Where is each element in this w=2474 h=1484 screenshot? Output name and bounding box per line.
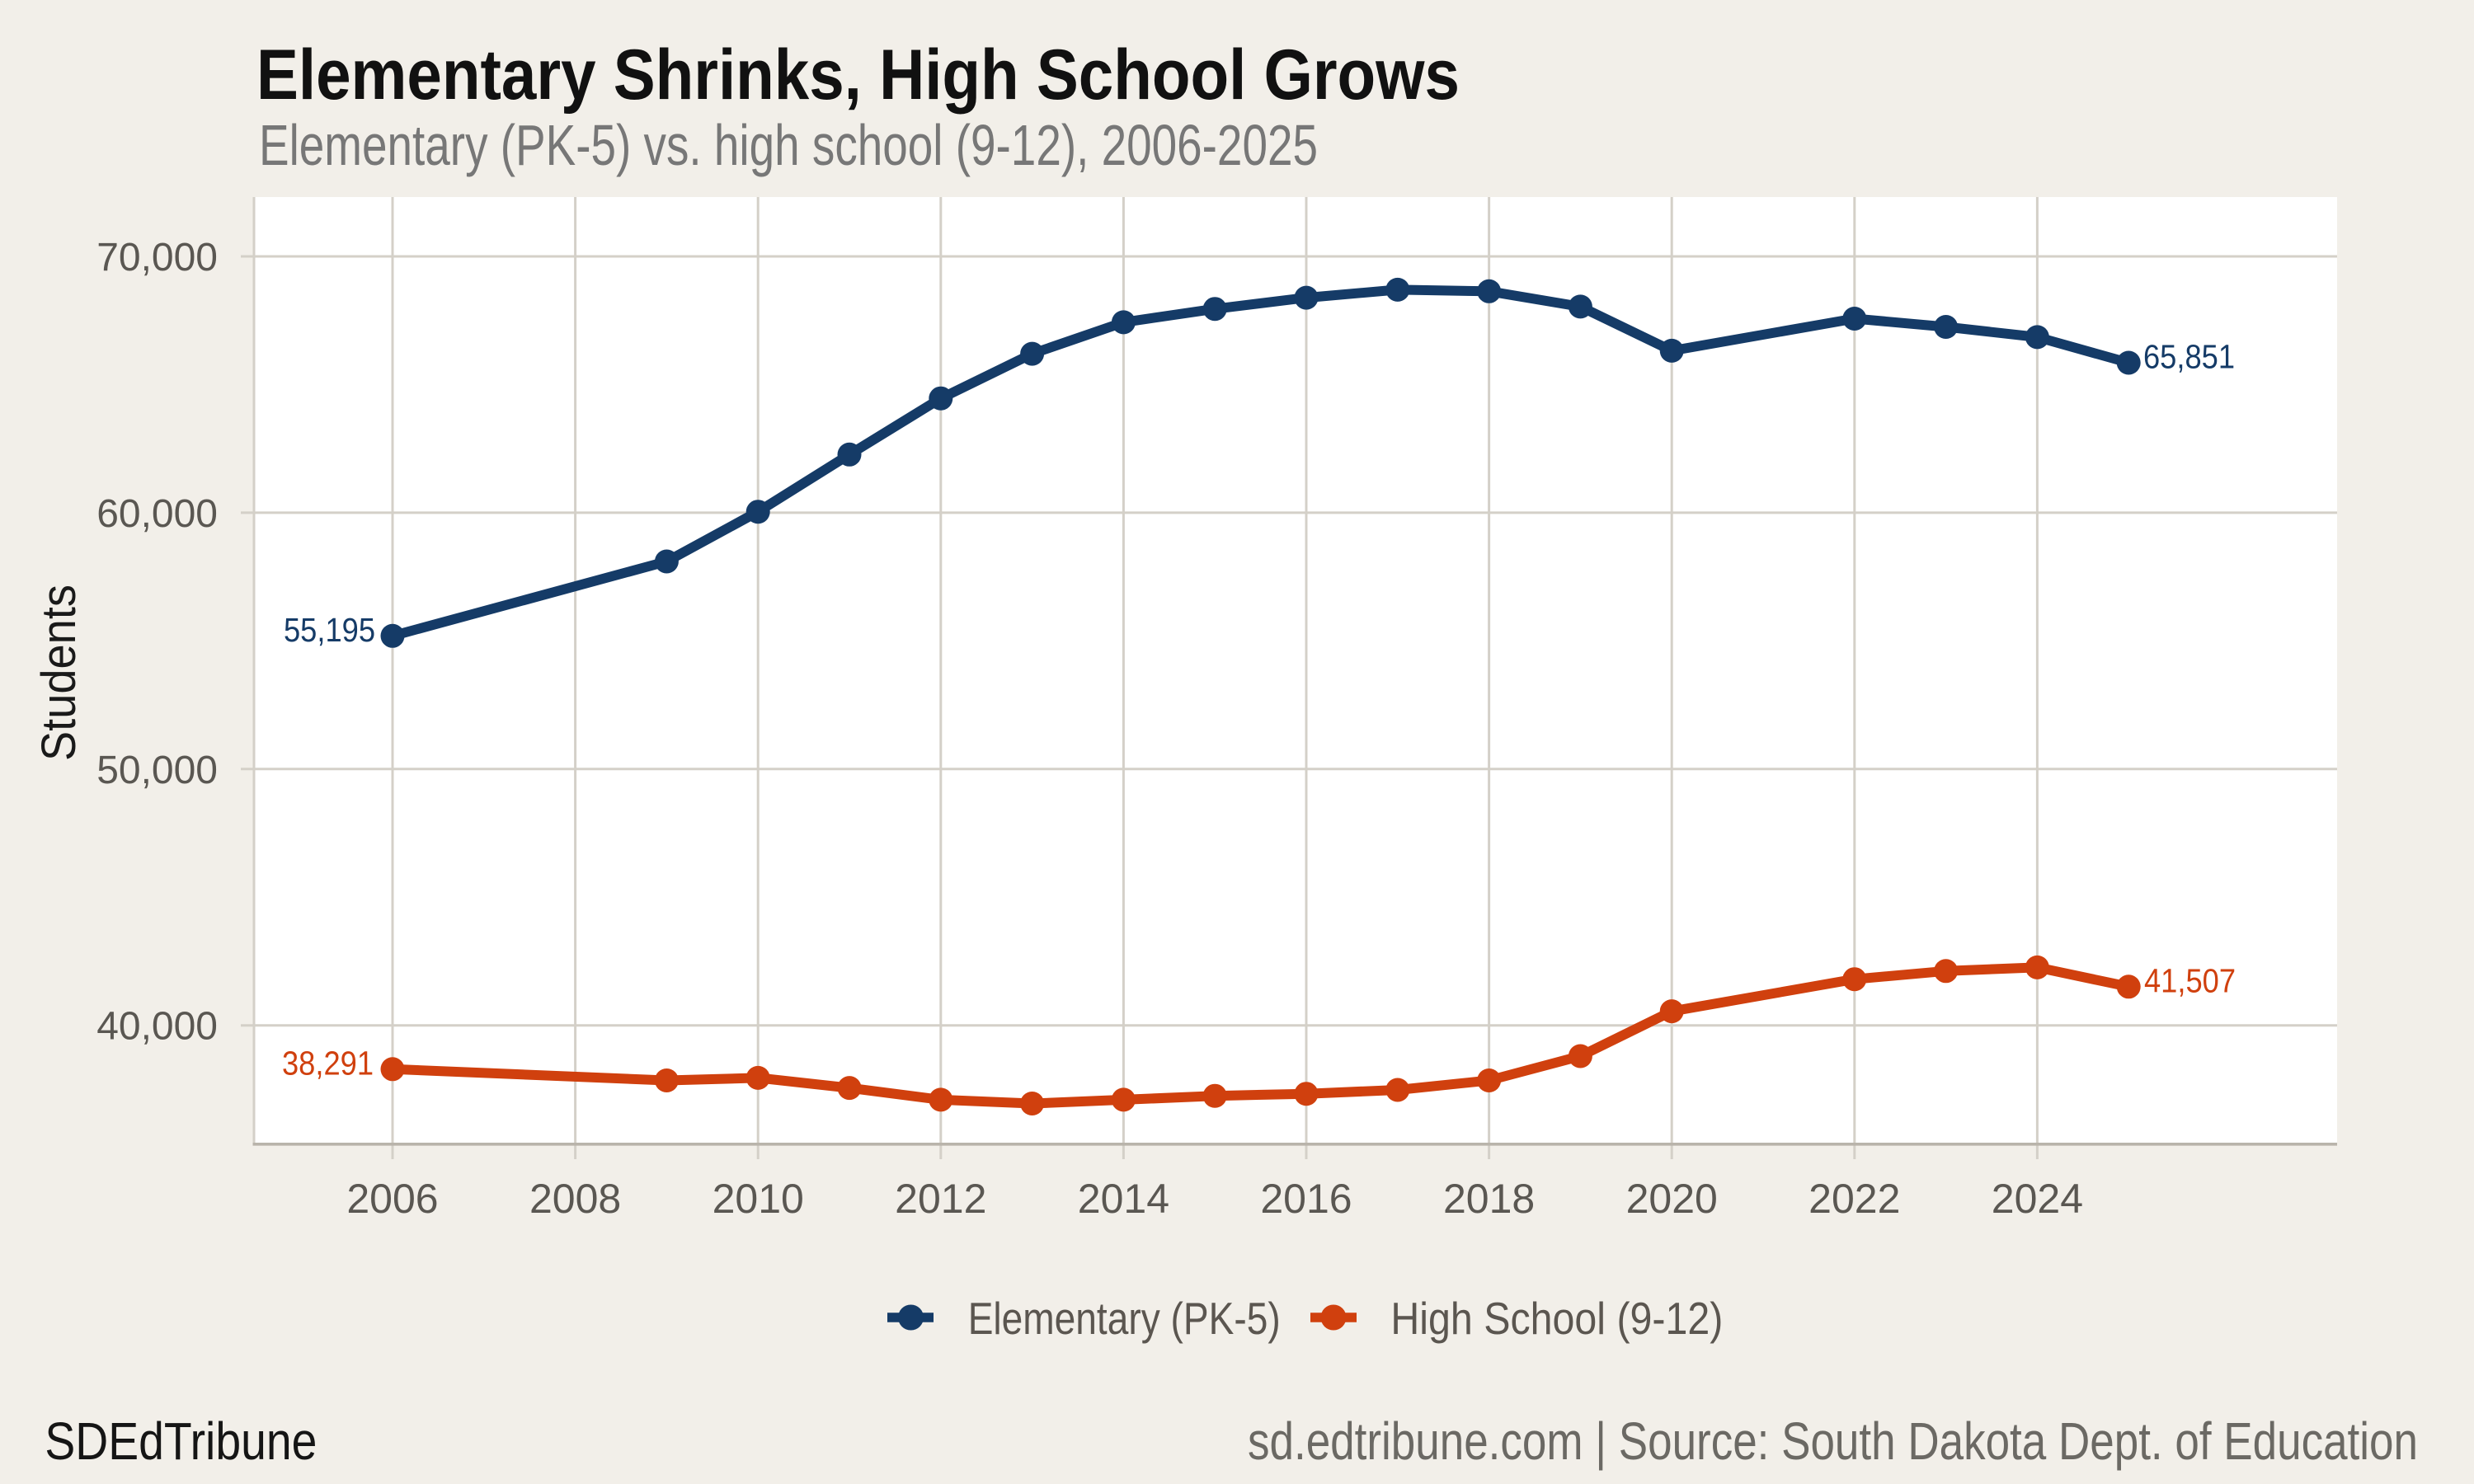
svg-text:38,291: 38,291 bbox=[282, 1045, 374, 1082]
svg-text:2014: 2014 bbox=[1078, 1176, 1169, 1222]
svg-text:Students: Students bbox=[32, 585, 86, 761]
svg-text:60,000: 60,000 bbox=[96, 492, 218, 536]
svg-text:Elementary Shrinks, High Schoo: Elementary Shrinks, High School Grows bbox=[256, 35, 1460, 115]
svg-text:2024: 2024 bbox=[1992, 1176, 2083, 1222]
svg-text:sd.edtribune.com | Source: Sou: sd.edtribune.com | Source: South Dakota … bbox=[1248, 1411, 2418, 1471]
svg-text:65,851: 65,851 bbox=[2143, 338, 2235, 376]
svg-text:50,000: 50,000 bbox=[96, 749, 218, 792]
svg-text:2010: 2010 bbox=[713, 1176, 804, 1222]
svg-text:41,507: 41,507 bbox=[2144, 962, 2236, 1000]
svg-text:2022: 2022 bbox=[1808, 1176, 1900, 1222]
svg-text:40,000: 40,000 bbox=[96, 1005, 218, 1049]
svg-text:70,000: 70,000 bbox=[96, 236, 218, 279]
svg-text:2016: 2016 bbox=[1260, 1176, 1352, 1222]
svg-text:Elementary (PK-5) vs. high sch: Elementary (PK-5) vs. high school (9-12)… bbox=[259, 113, 1318, 177]
svg-text:2006: 2006 bbox=[346, 1176, 438, 1222]
svg-text:High School (9-12): High School (9-12) bbox=[1390, 1293, 1723, 1344]
svg-text:55,195: 55,195 bbox=[284, 611, 375, 649]
svg-text:2008: 2008 bbox=[529, 1176, 621, 1222]
svg-text:SDEdTribune: SDEdTribune bbox=[45, 1411, 317, 1471]
svg-text:2020: 2020 bbox=[1626, 1176, 1718, 1222]
svg-text:2012: 2012 bbox=[895, 1176, 986, 1222]
svg-text:Elementary (PK-5): Elementary (PK-5) bbox=[968, 1293, 1281, 1344]
svg-text:2018: 2018 bbox=[1443, 1176, 1535, 1222]
